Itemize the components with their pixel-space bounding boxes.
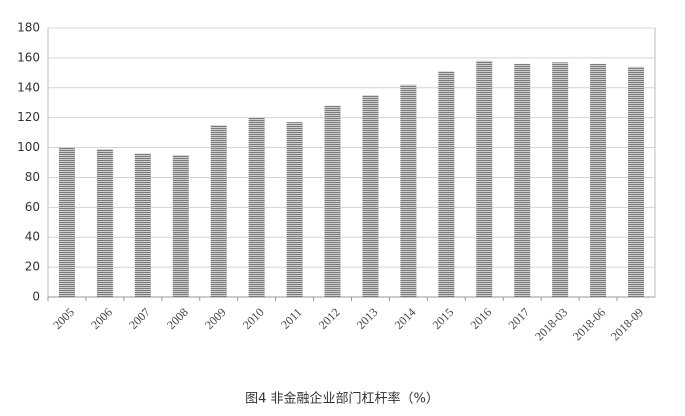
bar — [552, 62, 569, 297]
bar — [400, 84, 417, 298]
y-tick-label: 140 — [17, 80, 40, 94]
x-tick-label: 2017 — [505, 305, 532, 332]
bar — [362, 95, 379, 297]
x-tick-label: 2014 — [392, 305, 419, 332]
y-tick-label: 120 — [17, 110, 40, 124]
x-tick-label: 2018-03 — [532, 305, 570, 343]
x-tick-label: 2013 — [354, 305, 381, 332]
bar — [514, 63, 531, 297]
y-tick-label: 100 — [17, 140, 40, 154]
bar — [172, 155, 189, 297]
x-tick-label: 2009 — [202, 305, 229, 332]
bar — [438, 71, 455, 297]
bar — [248, 117, 265, 298]
bar — [210, 125, 227, 297]
x-tick-label: 2006 — [88, 305, 115, 332]
y-tick-label: 20 — [25, 260, 40, 274]
chart-title: 图4 非金融企业部门杠杆率（%） — [245, 391, 439, 407]
bar — [58, 147, 75, 297]
x-tick-label: 2012 — [316, 305, 343, 332]
y-tick-label: 60 — [25, 200, 40, 214]
bar — [324, 105, 341, 297]
x-tick-label: 2010 — [240, 305, 267, 332]
x-tick-label: 2005 — [50, 305, 77, 332]
y-tick-label: 40 — [25, 230, 40, 244]
bar — [476, 60, 493, 297]
x-tick-label: 2008 — [164, 305, 191, 332]
x-tick-label: 2015 — [430, 305, 457, 332]
y-tick-label: 0 — [32, 290, 40, 304]
y-tick-label: 80 — [25, 170, 40, 184]
bar — [628, 66, 645, 297]
x-tick-label: 2007 — [126, 305, 153, 332]
x-tick-label: 2018-06 — [570, 305, 608, 343]
x-tick-label: 2016 — [467, 305, 494, 332]
x-tick-label: 2018-09 — [608, 305, 646, 343]
x-tick-label: 2011 — [278, 305, 305, 332]
y-tick-label: 160 — [17, 50, 40, 64]
y-tick-label: 180 — [17, 21, 40, 35]
bar — [96, 149, 113, 297]
bar — [590, 63, 607, 297]
bar — [134, 153, 151, 297]
bar — [286, 122, 303, 298]
